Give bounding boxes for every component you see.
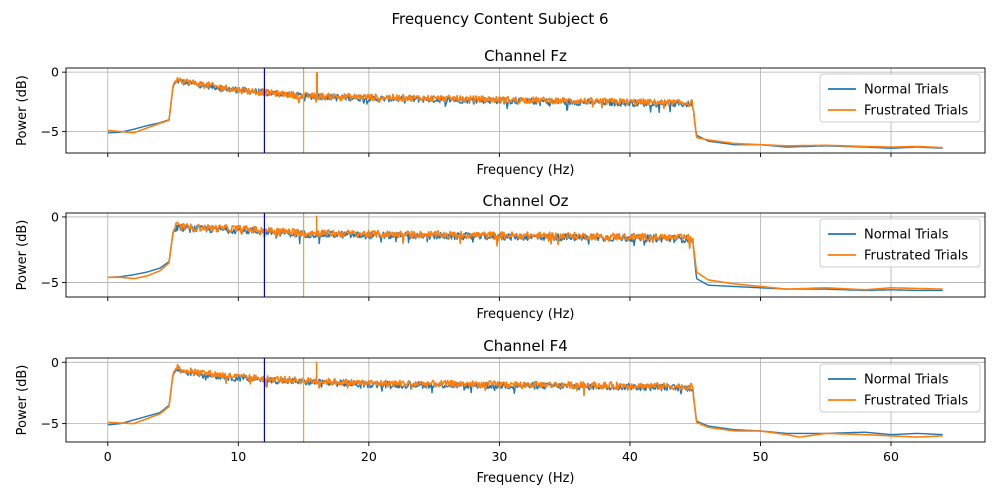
x-tick-label: 30 (491, 449, 507, 464)
axes-frame (65, 67, 986, 154)
chart-title: Channel Oz (482, 192, 568, 210)
y-axis-label: Power (dB) (15, 75, 30, 146)
x-tick-label: 50 (753, 449, 769, 464)
chart-title: Channel F4 (483, 337, 568, 355)
series-line-frustrated (107, 221, 943, 291)
legend-label: Frustrated Trials (864, 249, 968, 264)
axes-frame (65, 212, 986, 298)
plot-area (107, 72, 943, 149)
legend-label: Frustrated Trials (864, 104, 968, 119)
x-tick-label: 40 (622, 449, 638, 464)
x-axis-label: Frequency (Hz) (476, 163, 574, 178)
plot-area (107, 361, 943, 438)
plot-area (107, 215, 943, 292)
legend-label: Normal Trials (864, 228, 949, 243)
chart-panel-3: 0 10 20 30 40 50 60 0 −5 Channel F4 Frequency (Hz)… (15, 337, 986, 486)
y-tick-label: −5 (41, 416, 59, 431)
axes-frame (65, 357, 986, 443)
legend-label: Frustrated Trials (864, 394, 968, 409)
chart-panel-2: 0 −5 Channel Oz Frequency (Hz) Power (dB) Nor… (15, 192, 986, 322)
chart-panel-1: 0 −5 Channel Fz Frequency (Hz) Power (dB) Nor… (15, 47, 986, 178)
figure-title: Frequency Content Subject 6 (391, 10, 608, 28)
y-axis-label: Power (dB) (15, 365, 30, 436)
y-tick-label: −5 (41, 275, 59, 290)
x-axis-label: Frequency (Hz) (476, 307, 574, 322)
x-tick-label: 0 (104, 449, 112, 464)
legend-box (819, 73, 981, 123)
chart-title: Channel Fz (484, 47, 567, 65)
legend-box (819, 363, 981, 413)
x-tick-label: 60 (883, 449, 899, 464)
y-tick-label: 0 (51, 65, 59, 80)
legend-label: Normal Trials (864, 83, 949, 98)
legend-label: Normal Trials (864, 373, 949, 388)
series-line-frustrated (107, 76, 943, 149)
y-tick-label: 0 (51, 209, 59, 224)
y-tick-label: 0 (51, 355, 59, 370)
legend-box (819, 218, 981, 268)
series-line-frustrated (107, 363, 943, 438)
y-tick-label: −5 (41, 124, 59, 139)
x-tick-label: 20 (361, 449, 377, 464)
y-axis-label: Power (dB) (15, 220, 30, 291)
x-axis-label: Frequency (Hz) (476, 471, 574, 486)
x-tick-label: 10 (230, 449, 246, 464)
